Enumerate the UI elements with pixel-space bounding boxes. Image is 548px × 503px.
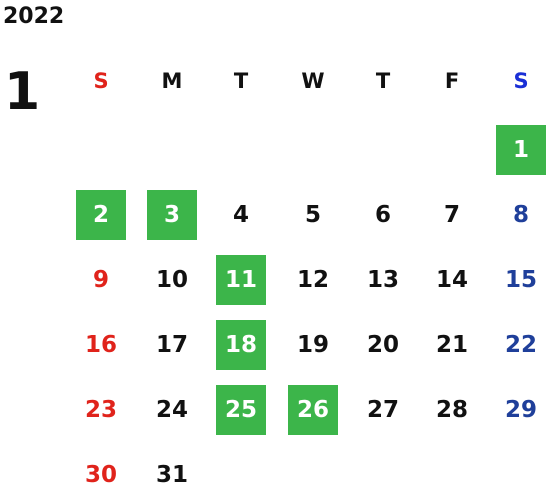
day-cell-19[interactable]: 19 bbox=[296, 332, 329, 358]
weekday-header-wed: W bbox=[301, 69, 325, 93]
weekday-header-sun: S bbox=[93, 69, 109, 93]
day-cell-24[interactable]: 24 bbox=[155, 397, 188, 423]
year-label: 2022 bbox=[3, 4, 65, 29]
day-cell-29[interactable]: 29 bbox=[504, 397, 537, 423]
day-cell-9[interactable]: 9 bbox=[92, 267, 109, 293]
weekday-header-mon: M bbox=[161, 69, 183, 93]
day-cell-2[interactable]: 2 bbox=[76, 190, 126, 240]
day-cell-26[interactable]: 26 bbox=[288, 385, 338, 435]
day-cell-27[interactable]: 27 bbox=[366, 397, 399, 423]
day-cell-22[interactable]: 22 bbox=[504, 332, 537, 358]
day-cell-21[interactable]: 21 bbox=[435, 332, 468, 358]
day-cell-11[interactable]: 11 bbox=[216, 255, 266, 305]
weekday-header-fri: F bbox=[444, 69, 460, 93]
day-cell-1[interactable]: 1 bbox=[496, 125, 546, 175]
day-cell-7[interactable]: 7 bbox=[443, 202, 460, 228]
day-cell-28[interactable]: 28 bbox=[435, 397, 468, 423]
day-cell-10[interactable]: 10 bbox=[155, 267, 188, 293]
day-cell-5[interactable]: 5 bbox=[304, 202, 321, 228]
day-cell-13[interactable]: 13 bbox=[366, 267, 399, 293]
day-cell-23[interactable]: 23 bbox=[84, 397, 117, 423]
day-cell-17[interactable]: 17 bbox=[155, 332, 188, 358]
weekday-header-thu: T bbox=[375, 69, 391, 93]
month-number: 1 bbox=[4, 62, 41, 122]
day-cell-8[interactable]: 8 bbox=[512, 202, 529, 228]
weekday-header-sat: S bbox=[513, 69, 529, 93]
day-cell-12[interactable]: 12 bbox=[296, 267, 329, 293]
day-cell-3[interactable]: 3 bbox=[147, 190, 197, 240]
day-cell-25[interactable]: 25 bbox=[216, 385, 266, 435]
day-cell-15[interactable]: 15 bbox=[504, 267, 537, 293]
day-cell-4[interactable]: 4 bbox=[232, 202, 249, 228]
day-cell-16[interactable]: 16 bbox=[84, 332, 117, 358]
weekday-header-tue: T bbox=[233, 69, 249, 93]
day-cell-20[interactable]: 20 bbox=[366, 332, 399, 358]
day-cell-14[interactable]: 14 bbox=[435, 267, 468, 293]
day-cell-6[interactable]: 6 bbox=[374, 202, 391, 228]
day-cell-30[interactable]: 30 bbox=[84, 462, 117, 488]
day-cell-31[interactable]: 31 bbox=[155, 462, 188, 488]
day-cell-18[interactable]: 18 bbox=[216, 320, 266, 370]
